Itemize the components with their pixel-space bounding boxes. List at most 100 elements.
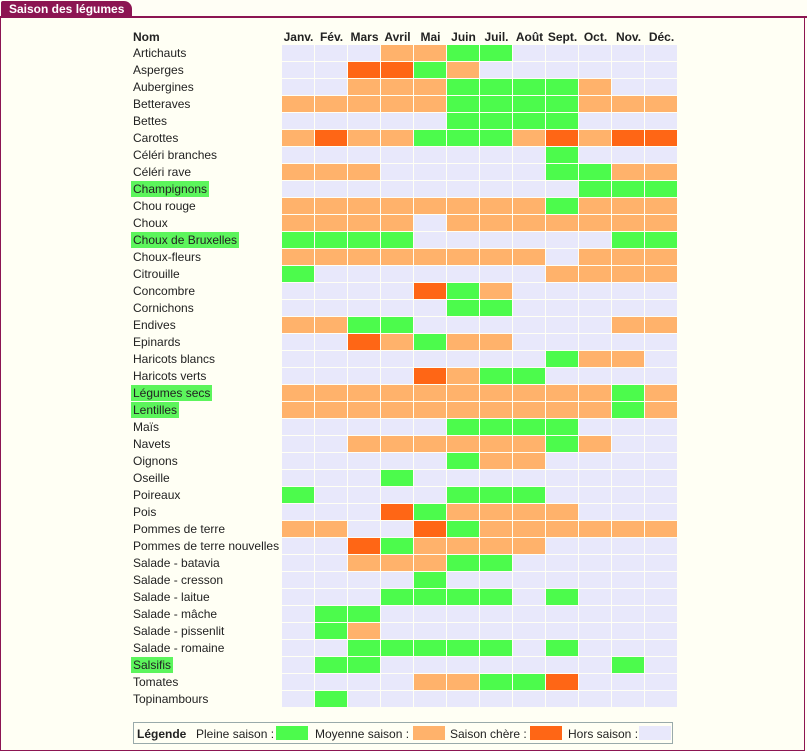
vegetable-name: Topinambours: [133, 692, 209, 706]
season-cell: [612, 623, 644, 639]
season-cell: [546, 45, 578, 61]
vegetable-name: Champignons: [131, 181, 210, 197]
season-cell: [282, 96, 314, 112]
season-cell: [447, 249, 479, 265]
season-cell: [282, 657, 314, 673]
season-cell: [348, 232, 380, 248]
season-cell: [381, 538, 413, 554]
season-cell: [381, 45, 413, 61]
season-cell: [612, 113, 644, 129]
season-cell: [645, 555, 677, 571]
season-cell: [546, 317, 578, 333]
season-cell: [513, 249, 545, 265]
season-cell: [381, 96, 413, 112]
season-cell: [513, 317, 545, 333]
season-cell: [480, 674, 512, 690]
season-cell: [480, 436, 512, 452]
season-cell: [381, 640, 413, 656]
season-cell: [447, 555, 479, 571]
season-cell: [348, 198, 380, 214]
season-cell: [381, 368, 413, 384]
season-cell: [579, 623, 611, 639]
season-cell: [414, 147, 446, 163]
season-cell: [381, 130, 413, 146]
season-cell: [315, 691, 347, 707]
season-cell: [282, 640, 314, 656]
season-cell: [282, 674, 314, 690]
season-cell: [414, 317, 446, 333]
season-cell: [381, 589, 413, 605]
season-cell: [282, 198, 314, 214]
season-cell: [513, 606, 545, 622]
season-cell: [480, 640, 512, 656]
season-cell: [612, 96, 644, 112]
season-cell: [579, 640, 611, 656]
season-cell: [282, 249, 314, 265]
season-cell: [579, 504, 611, 520]
month-header-8: Sept.: [547, 30, 578, 44]
season-cell: [381, 606, 413, 622]
season-cell: [513, 691, 545, 707]
season-cell: [645, 283, 677, 299]
season-cell: [546, 249, 578, 265]
season-cell: [315, 113, 347, 129]
season-cell: [579, 317, 611, 333]
season-cell: [381, 385, 413, 401]
season-cell: [414, 368, 446, 384]
season-cell: [315, 657, 347, 673]
season-cell: [546, 198, 578, 214]
season-cell: [414, 79, 446, 95]
vegetable-name: Salsifis: [131, 657, 174, 673]
season-cell: [645, 589, 677, 605]
season-cell: [645, 317, 677, 333]
season-cell: [579, 147, 611, 163]
season-cell: [315, 623, 347, 639]
season-cell: [381, 113, 413, 129]
season-cell: [447, 215, 479, 231]
season-cell: [645, 572, 677, 588]
season-cell: [414, 164, 446, 180]
season-cell: [447, 317, 479, 333]
season-cell: [414, 470, 446, 486]
vegetable-name: Salade - batavia: [133, 556, 220, 570]
season-cell: [447, 589, 479, 605]
season-cell: [612, 470, 644, 486]
season-cell: [480, 130, 512, 146]
season-cell: [381, 232, 413, 248]
month-header-5: Juin: [451, 30, 476, 44]
season-cell: [579, 521, 611, 537]
season-cell: [315, 640, 347, 656]
legend-swatch-full-season: [276, 726, 308, 740]
season-cell: [282, 572, 314, 588]
season-cell: [612, 300, 644, 316]
season-cell: [414, 606, 446, 622]
season-cell: [348, 113, 380, 129]
vegetable-name: Chou rouge: [133, 199, 196, 213]
season-cell: [447, 79, 479, 95]
season-cell: [579, 555, 611, 571]
vegetable-name: Pommes de terre nouvelles: [133, 539, 280, 553]
season-cell: [513, 130, 545, 146]
season-cell: [513, 62, 545, 78]
season-cell: [348, 283, 380, 299]
season-cell: [645, 419, 677, 435]
season-cell: [480, 453, 512, 469]
season-cell: [546, 300, 578, 316]
season-cell: [381, 215, 413, 231]
season-cell: [282, 589, 314, 605]
season-cell: [414, 623, 446, 639]
season-cell: [315, 453, 347, 469]
season-cell: [282, 623, 314, 639]
season-cell: [348, 215, 380, 231]
season-cell: [414, 215, 446, 231]
season-cell: [282, 436, 314, 452]
vegetable-name: Choux-fleurs: [133, 250, 202, 264]
season-cell: [447, 419, 479, 435]
season-cell: [480, 351, 512, 367]
season-cell: [579, 402, 611, 418]
season-cell: [282, 385, 314, 401]
season-cell: [315, 334, 347, 350]
season-cell: [513, 368, 545, 384]
season-cell: [480, 283, 512, 299]
season-cell: [612, 402, 644, 418]
